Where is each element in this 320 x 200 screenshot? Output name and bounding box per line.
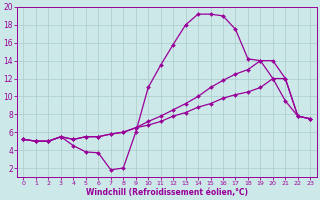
X-axis label: Windchill (Refroidissement éolien,°C): Windchill (Refroidissement éolien,°C) (86, 188, 248, 197)
